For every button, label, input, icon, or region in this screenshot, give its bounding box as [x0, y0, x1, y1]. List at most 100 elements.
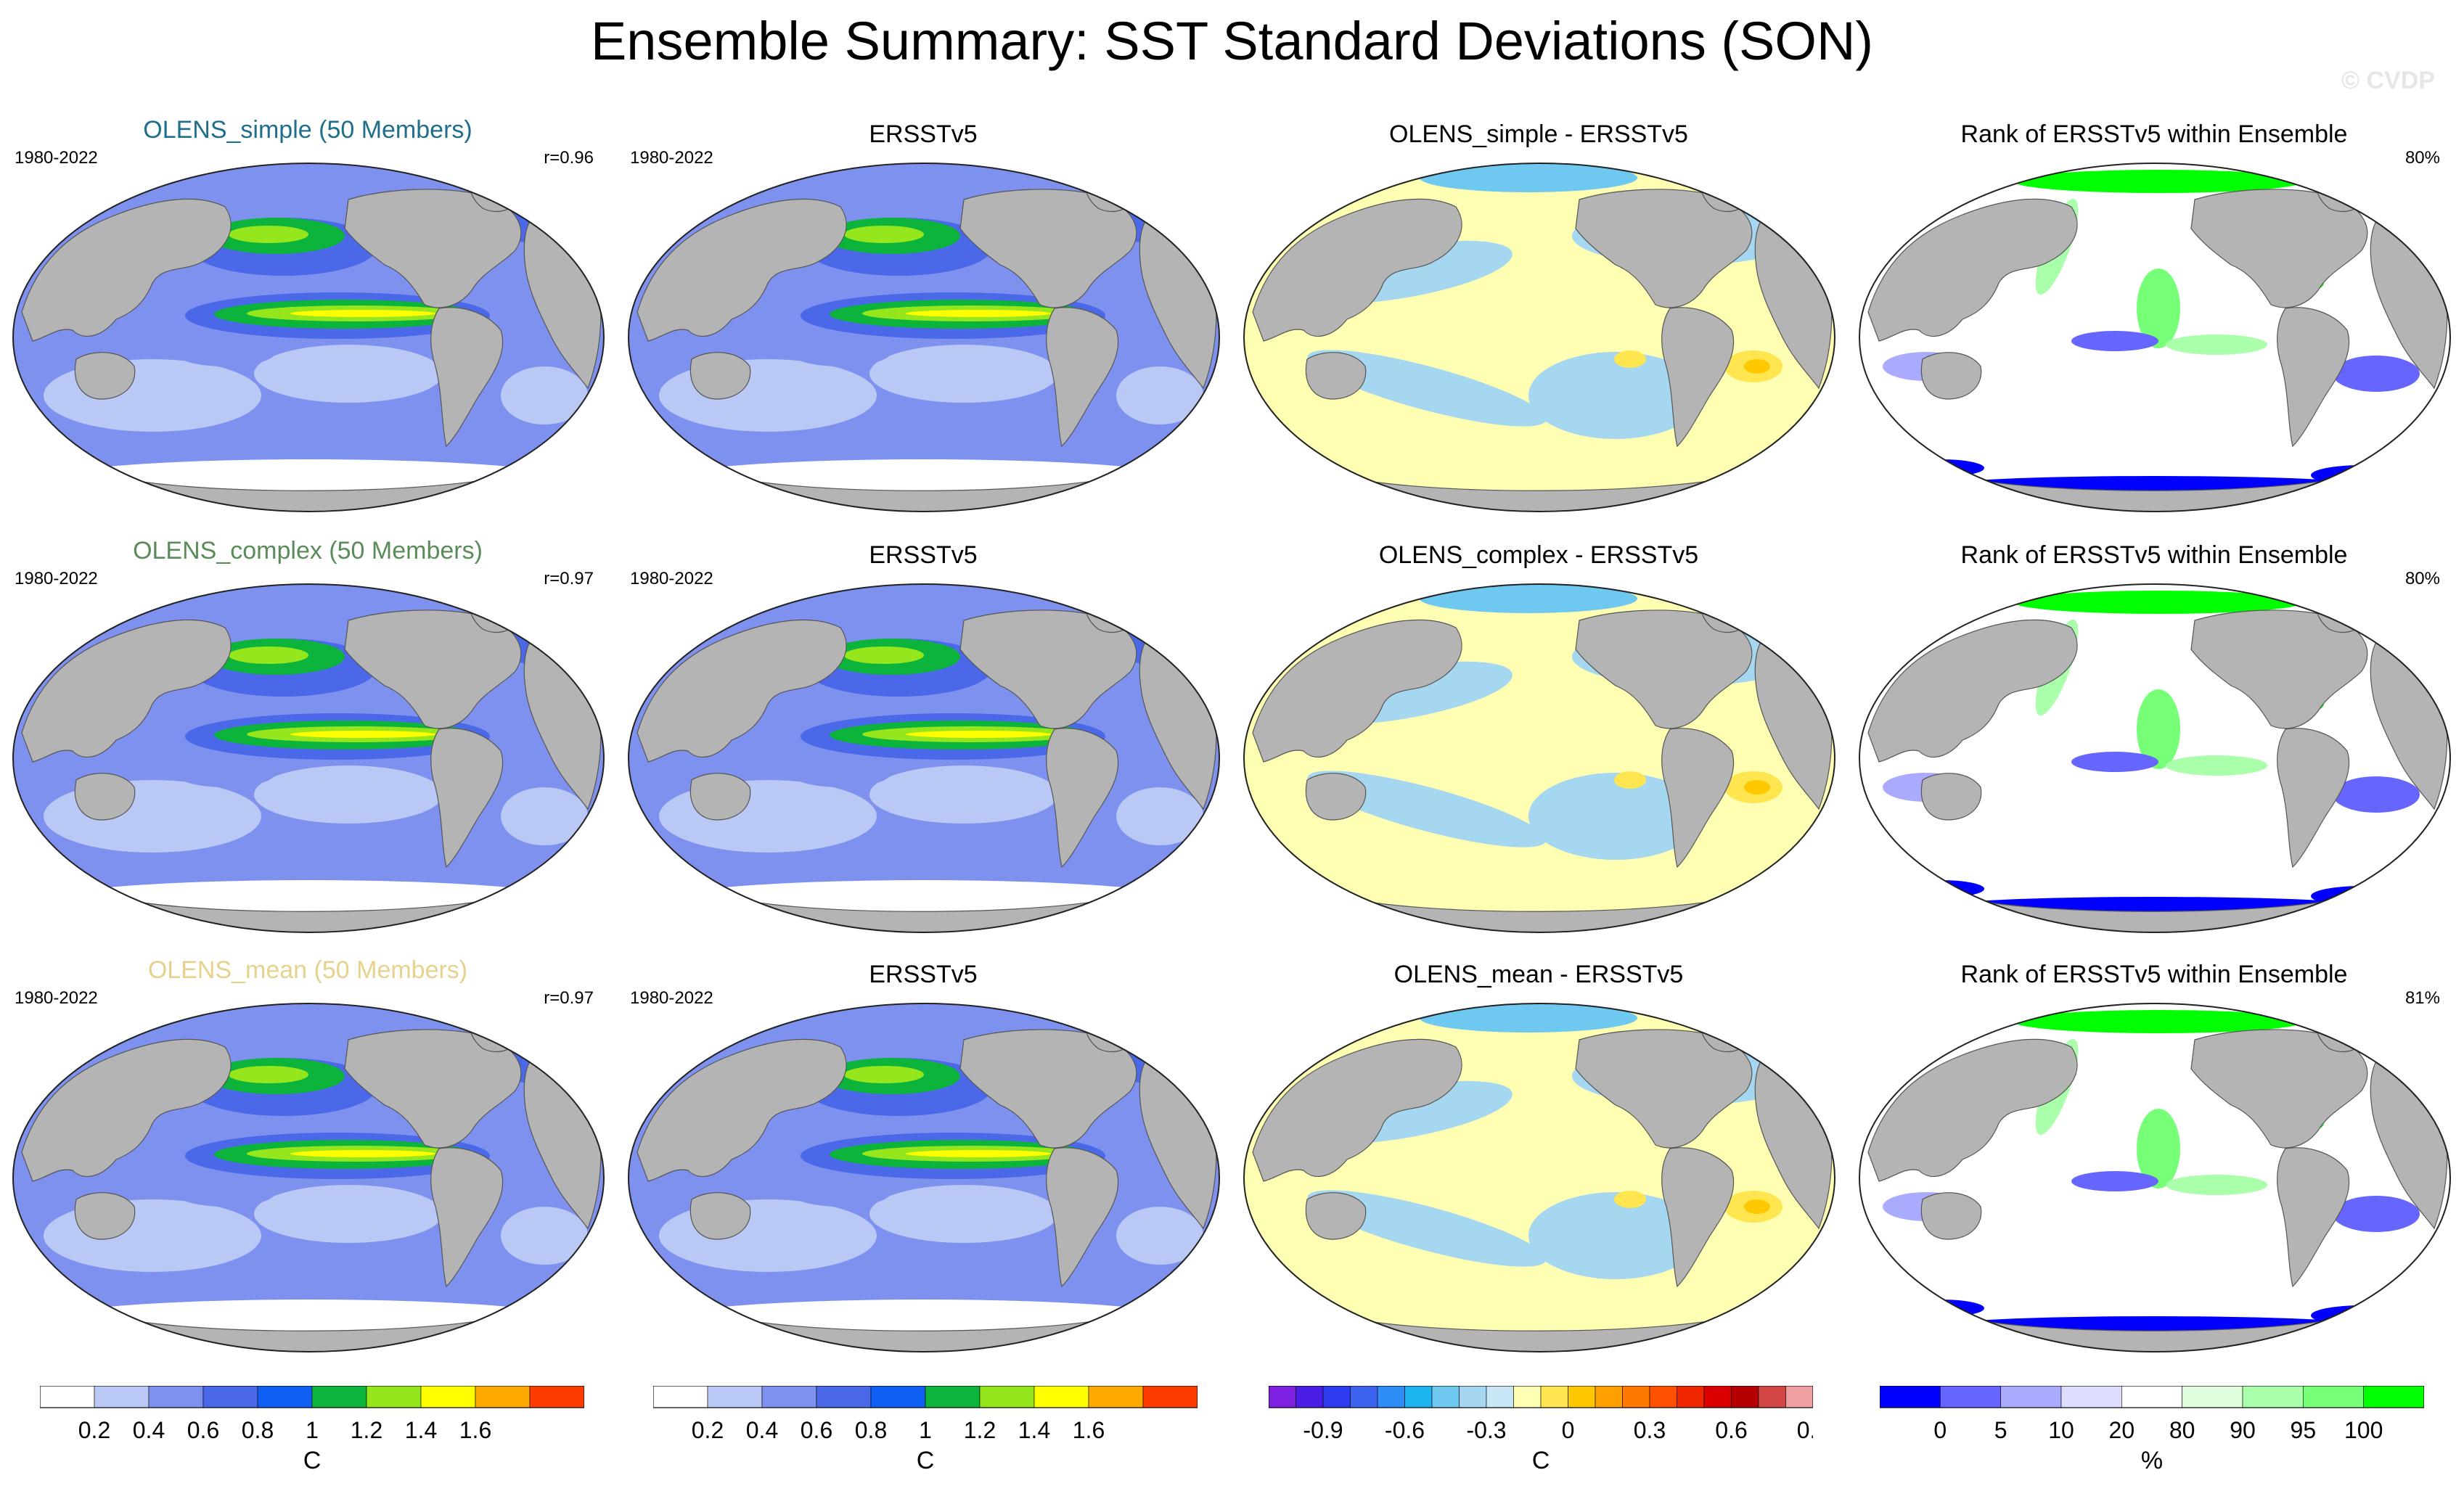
colorbar-unit: C [917, 1447, 935, 1474]
australia-landmass [74, 1192, 136, 1240]
map-border [12, 1003, 605, 1352]
ensemble-label: OLENS_complex (50 Members) [133, 537, 483, 565]
colorbar-tick-label: 0.4 [133, 1417, 165, 1443]
map-content [1244, 584, 1835, 932]
world-map [1243, 583, 1835, 933]
colorbar-tick-label: -0.6 [1385, 1417, 1425, 1443]
map-content [629, 163, 1219, 512]
north-america-landmass [959, 609, 1137, 729]
world-map [628, 583, 1220, 933]
light-blue-patch [1116, 366, 1203, 424]
asia-landmass [21, 619, 232, 763]
australia-landmass [1305, 352, 1367, 400]
colorbar-swatch [1513, 1386, 1542, 1408]
obs-title: ERSSTv5 [869, 541, 978, 569]
panel-rank-row3: Rank of ERSSTv5 within Ensemble 81% [1846, 956, 2462, 1421]
mid-blue-patch [790, 758, 891, 787]
map-content [13, 1003, 604, 1352]
high-rank-patch [2137, 689, 2180, 769]
colorbar-swatch [2121, 1386, 2182, 1408]
north-america-landmass [2190, 189, 2368, 308]
north-pacific-core [844, 646, 924, 664]
negative-patch [1307, 771, 1547, 847]
period-label: 1980-2022 [630, 988, 713, 1008]
colorbar-unit: % [2141, 1447, 2163, 1474]
negative-patch [1307, 350, 1547, 427]
light-blue-patch [501, 1207, 588, 1265]
panel-rank-row1: Rank of ERSSTv5 within Ensemble 80% [1846, 116, 2462, 580]
period-label: 1980-2022 [15, 569, 98, 588]
panel-diff-row2: OLENS_complex - ERSSTv5 [1231, 537, 1846, 1001]
colorbar-tick-label: 1.2 [351, 1417, 382, 1443]
colorbar-swatch [1540, 1386, 1568, 1408]
panel-diff-row1: OLENS_simple - ERSSTv5 [1231, 116, 1846, 580]
colorbar-swatch [2000, 1386, 2062, 1408]
asia-landmass [21, 1038, 232, 1182]
colorbar-1: 0.2 0.4 0.6 0.8 1 1.2 1.4 1.6 C [40, 1386, 584, 1480]
colorbar-swatch [1568, 1386, 1596, 1408]
low-rank-patch [2333, 1196, 2420, 1232]
colorbar-tick-label: 1.4 [1018, 1417, 1050, 1443]
south-america-landmass [2277, 728, 2350, 869]
colorbar-swatch [1269, 1386, 1296, 1408]
high-rank-patch [2166, 755, 2267, 776]
light-blue-patch [254, 1185, 443, 1243]
colorbar-swatch [1431, 1386, 1460, 1408]
colorbar-frame [1269, 1386, 1813, 1408]
australia-landmass [689, 352, 751, 400]
australia-landmass [1920, 352, 1982, 400]
map-border [1243, 163, 1835, 512]
south-america-landmass [1046, 728, 1119, 869]
colorbar-swatch [2182, 1386, 2243, 1408]
rank-percent: 80% [2404, 148, 2440, 168]
north-pacific-core [229, 1066, 308, 1083]
map-border [12, 163, 605, 512]
north-america-landmass [344, 609, 522, 729]
map-content [13, 163, 604, 512]
light-blue-patch [869, 1185, 1058, 1243]
colorbar-unit: C [1532, 1447, 1550, 1474]
north-pacific-core [844, 226, 924, 243]
colorbar-tick-label: 1.6 [1073, 1417, 1105, 1443]
low-rank-patch [2071, 331, 2158, 351]
colorbar-frame [40, 1386, 584, 1408]
pattern-correlation: r=0.96 [544, 148, 594, 168]
panel-ensemble-row3: OLENS_mean (50 Members) 1980-2022 r=0.97 [0, 956, 615, 1421]
australia-landmass [689, 773, 751, 821]
obs-title: ERSSTv5 [869, 120, 978, 148]
high-rank-patch [2137, 268, 2180, 348]
map-border [1243, 583, 1835, 933]
asia-landmass [1252, 619, 1462, 763]
light-blue-patch [869, 765, 1058, 824]
colorbar-swatch [1731, 1386, 1759, 1408]
colorbar-swatch [366, 1386, 422, 1408]
light-blue-patch [254, 345, 443, 403]
mid-blue-patch [790, 1178, 891, 1207]
ensemble-label: OLENS_mean (50 Members) [147, 956, 468, 984]
south-america-landmass [2277, 1147, 2350, 1288]
colorbar-tick-label: 0.8 [242, 1417, 274, 1443]
north-america-landmass [2190, 1029, 2368, 1149]
mid-blue-patch [174, 758, 276, 787]
light-blue-patch [1116, 787, 1203, 845]
cvdp-watermark: © CVDP [2341, 67, 2435, 94]
southern-low-rank [2311, 1305, 2412, 1326]
colorbar-svg: 0 5 10 20 80 90 95 100% [1880, 1386, 2424, 1474]
colorbar-tick-label: 0 [1933, 1417, 1947, 1443]
map-border [628, 163, 1220, 512]
colorbar-swatch [1296, 1386, 1324, 1408]
colorbar-swatch [148, 1386, 204, 1408]
negative-patch [1528, 773, 1703, 860]
asia-landmass [1252, 1038, 1462, 1182]
colorbar-tick-label: 0.2 [78, 1417, 110, 1443]
high-rank-patch [2166, 334, 2267, 355]
light-blue-patch [254, 765, 443, 824]
map-border [1859, 163, 2451, 512]
panel-ensemble-row1: OLENS_simple (50 Members) 1980-2022 r=0.96 [0, 116, 615, 580]
asia-landmass [21, 198, 232, 342]
colorbar-svg: -0.9 -0.6 -0.3 0 0.3 0.6 0.9 C [1269, 1386, 1813, 1474]
pattern-correlation: r=0.97 [544, 988, 594, 1008]
period-label: 1980-2022 [630, 148, 713, 168]
colorbar-tick-label: 1 [919, 1417, 932, 1443]
north-america-landmass [344, 189, 522, 308]
